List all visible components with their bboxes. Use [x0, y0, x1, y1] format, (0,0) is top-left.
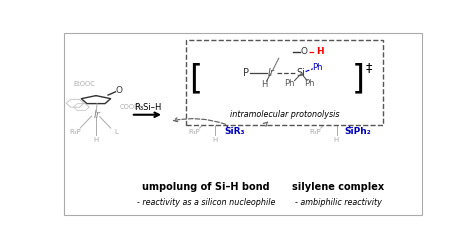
Text: Ir: Ir	[268, 67, 275, 78]
Text: R₃P: R₃P	[189, 129, 200, 135]
Text: Ir: Ir	[94, 110, 100, 120]
Text: L: L	[114, 129, 118, 135]
Text: Ph: Ph	[304, 79, 314, 88]
Text: intramolecular protonolysis: intramolecular protonolysis	[229, 110, 339, 119]
Text: H: H	[334, 137, 339, 143]
Text: H: H	[261, 80, 267, 89]
Text: [: [	[189, 62, 201, 95]
Text: OH: OH	[233, 86, 247, 95]
Text: H: H	[93, 137, 98, 143]
Text: EtOOC: EtOOC	[73, 81, 95, 87]
Text: COOEt: COOEt	[360, 104, 382, 110]
Text: R₃Si–H: R₃Si–H	[134, 103, 161, 112]
Text: silylene complex: silylene complex	[292, 182, 384, 192]
Text: Ph: Ph	[312, 63, 323, 72]
Text: Ir: Ir	[334, 110, 341, 120]
Text: COOEt: COOEt	[119, 104, 141, 110]
Text: R₃P: R₃P	[310, 129, 321, 135]
Text: ]: ]	[352, 62, 365, 95]
Text: O: O	[115, 86, 122, 95]
Text: R₃P: R₃P	[69, 129, 81, 135]
FancyBboxPatch shape	[186, 40, 383, 125]
Text: SiR₃: SiR₃	[225, 127, 245, 136]
Text: EtOOC: EtOOC	[192, 81, 214, 87]
Text: H: H	[316, 47, 323, 57]
Text: - ambiphilic reactivity: - ambiphilic reactivity	[295, 198, 382, 207]
Text: ‡: ‡	[366, 61, 372, 74]
Text: O: O	[300, 47, 307, 57]
Text: H: H	[212, 137, 218, 143]
Text: OH: OH	[233, 86, 247, 95]
Text: Ir: Ir	[213, 110, 220, 120]
Text: EtOOC: EtOOC	[313, 81, 336, 87]
Text: –RH: –RH	[260, 103, 277, 112]
Text: P: P	[243, 67, 249, 78]
Text: COOEt: COOEt	[238, 104, 260, 110]
Text: umpolung of Si–H bond: umpolung of Si–H bond	[142, 182, 270, 192]
Text: Ph: Ph	[284, 79, 295, 88]
FancyBboxPatch shape	[187, 41, 382, 125]
Text: SiPh₂: SiPh₂	[344, 127, 371, 136]
Text: O: O	[356, 86, 363, 95]
Text: - reactivity as a silicon nucleophile: - reactivity as a silicon nucleophile	[137, 198, 275, 207]
Text: Si: Si	[296, 67, 305, 78]
FancyBboxPatch shape	[64, 33, 422, 215]
